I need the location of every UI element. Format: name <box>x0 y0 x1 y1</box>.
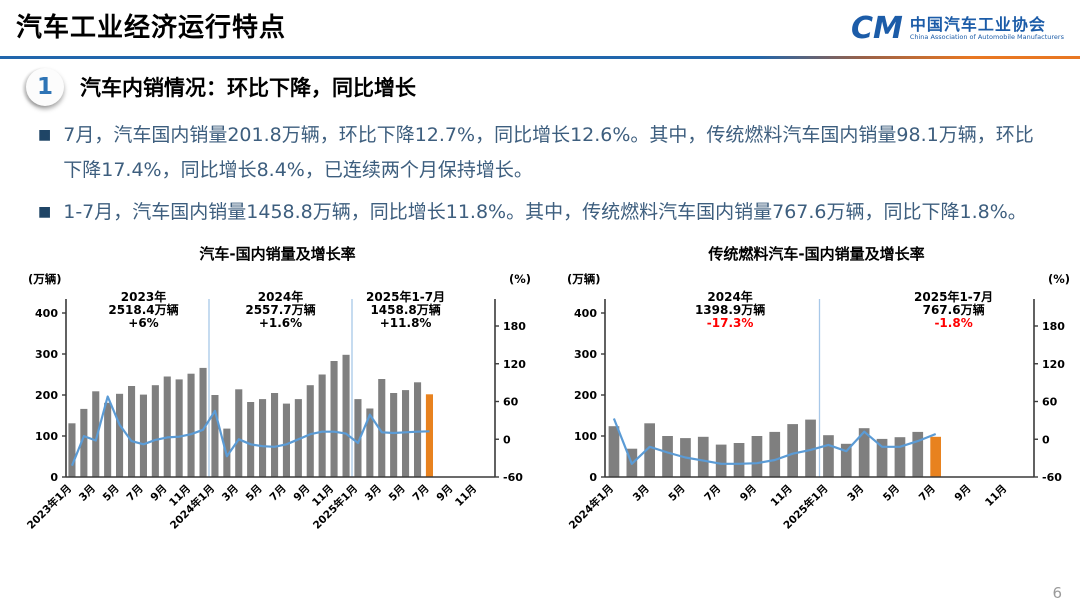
svg-text:7月: 7月 <box>702 483 723 504</box>
caam-org-name-en: China Association of Automobile Manufact… <box>909 33 1064 42</box>
svg-text:300: 300 <box>574 348 597 361</box>
svg-text:+11.8%: +11.8% <box>380 316 432 330</box>
svg-text:5月: 5月 <box>666 483 687 504</box>
svg-text:3月: 3月 <box>77 483 98 504</box>
svg-text:2024年: 2024年 <box>258 289 303 304</box>
charts-row: 汽车-国内销量及增长率 0 100 200 300 400 -60 0 60 120 180 (万辆… <box>0 237 1080 555</box>
svg-text:5月: 5月 <box>244 483 265 504</box>
svg-text:5月: 5月 <box>881 483 902 504</box>
svg-text:3月: 3月 <box>631 483 652 504</box>
svg-text:200: 200 <box>574 389 597 402</box>
fuel-domestic-sales-chart: 0 100 200 300 400 -60 0 60 120 180 (万辆) (%) 2024年139… <box>566 272 1070 532</box>
chart-title-right: 传统燃料汽车-国内销量及增长率 <box>708 245 925 264</box>
caam-org-name-cn: 中国汽车工业协会 <box>909 15 1046 35</box>
svg-text:(万辆): (万辆) <box>28 272 62 286</box>
svg-text:0: 0 <box>1042 434 1050 447</box>
svg-text:100: 100 <box>574 430 597 443</box>
header-divider <box>0 56 1080 59</box>
svg-text:2025年1-7月: 2025年1-7月 <box>914 289 993 304</box>
svg-text:2025年1-7月: 2025年1-7月 <box>366 289 445 304</box>
section-number-badge: 1 <box>26 68 64 106</box>
svg-text:9月: 9月 <box>738 483 759 504</box>
chart-auto-domestic-sales: 汽车-国内销量及增长率 0 100 200 300 400 -60 0 60 120 180 (万辆… <box>20 243 535 555</box>
svg-text:0: 0 <box>50 471 58 484</box>
svg-text:9月: 9月 <box>952 483 973 504</box>
svg-text:-1.8%: -1.8% <box>934 316 972 330</box>
svg-text:11月: 11月 <box>769 483 795 509</box>
svg-text:0: 0 <box>589 471 597 484</box>
page-number: 6 <box>1052 584 1062 602</box>
svg-text:11月: 11月 <box>983 483 1009 509</box>
svg-text:7月: 7月 <box>411 483 432 504</box>
svg-text:2024年: 2024年 <box>707 289 752 304</box>
svg-text:3月: 3月 <box>220 483 241 504</box>
svg-text:+6%: +6% <box>128 316 158 330</box>
section-heading-row: 1 汽车内销情况：环比下降，同比增长 <box>0 59 1080 106</box>
svg-text:-17.3%: -17.3% <box>707 316 754 330</box>
chart-fuel-domestic-sales: 传统燃料汽车-国内销量及增长率 0 100 200 300 400 -60 0 60 120 18… <box>559 243 1074 555</box>
svg-text:120: 120 <box>1042 358 1065 371</box>
svg-text:5月: 5月 <box>101 483 122 504</box>
svg-text:400: 400 <box>574 307 597 320</box>
svg-text:3月: 3月 <box>363 483 384 504</box>
svg-text:(%): (%) <box>1048 272 1070 286</box>
svg-text:1458.8万辆: 1458.8万辆 <box>370 302 440 317</box>
svg-text:60: 60 <box>503 396 519 409</box>
svg-text:-60: -60 <box>1042 471 1062 484</box>
bullet-text-1: 7月，汽车国内销量201.8万辆，环比下降12.7%，同比增长12.6%。其中，… <box>63 124 1034 182</box>
svg-text:1398.9万辆: 1398.9万辆 <box>695 302 765 317</box>
section-number: 1 <box>36 74 53 100</box>
svg-text:100: 100 <box>35 430 58 443</box>
bullet-item-1: ■ 7月，汽车国内销量201.8万辆，环比下降12.7%，同比增长12.6%。其… <box>38 118 1052 188</box>
svg-text:60: 60 <box>1042 396 1058 409</box>
bullet-square-icon: ■ <box>38 204 52 221</box>
svg-text:0: 0 <box>503 434 511 447</box>
svg-text:2024年1月: 2024年1月 <box>566 482 616 532</box>
svg-text:11月: 11月 <box>453 483 479 509</box>
slide-header: 汽车工业经济运行特点 CM 中国汽车工业协会 China Association… <box>0 0 1080 56</box>
svg-text:2023年: 2023年 <box>121 289 166 304</box>
svg-text:7月: 7月 <box>268 483 289 504</box>
svg-text:200: 200 <box>35 389 58 402</box>
auto-domestic-sales-chart: 0 100 200 300 400 -60 0 60 120 180 (万辆) (%) 2023年251… <box>24 272 531 532</box>
svg-text:2518.4万辆: 2518.4万辆 <box>108 302 178 317</box>
svg-text:5月: 5月 <box>387 483 408 504</box>
svg-text:CM: CM <box>851 11 903 43</box>
svg-text:180: 180 <box>503 320 526 333</box>
page-title: 汽车工业经济运行特点 <box>16 13 287 43</box>
svg-text:2023年1月: 2023年1月 <box>24 482 74 532</box>
svg-text:+1.6%: +1.6% <box>259 316 302 330</box>
svg-text:7月: 7月 <box>917 483 938 504</box>
section-heading: 汽车内销情况：环比下降，同比增长 <box>80 76 416 100</box>
svg-text:(%): (%) <box>509 272 531 286</box>
bullet-list: ■ 7月，汽车国内销量201.8万辆，环比下降12.7%，同比增长12.6%。其… <box>0 106 1080 230</box>
svg-text:767.6万辆: 767.6万辆 <box>923 302 985 317</box>
svg-text:3月: 3月 <box>845 483 866 504</box>
svg-text:120: 120 <box>503 358 526 371</box>
svg-text:300: 300 <box>35 348 58 361</box>
bullet-square-icon: ■ <box>38 127 52 143</box>
svg-text:180: 180 <box>1042 320 1065 333</box>
svg-text:2557.7万辆: 2557.7万辆 <box>245 302 315 317</box>
bullet-item-2: ■ 1-7月，汽车国内销量1458.8万辆，同比增长11.8%。其中，传统燃料汽… <box>38 195 1052 230</box>
chart-title-left: 汽车-国内销量及增长率 <box>199 245 356 264</box>
caam-logo-icon: CM <box>851 11 903 47</box>
svg-text:7月: 7月 <box>125 483 146 504</box>
caam-logo: CM 中国汽车工业协会 China Association of Automob… <box>851 11 1064 47</box>
svg-text:(万辆): (万辆) <box>567 272 601 286</box>
bullet-text-2: 1-7月，汽车国内销量1458.8万辆，同比增长11.8%。其中，传统燃料汽车国… <box>63 201 1027 224</box>
svg-text:400: 400 <box>35 307 58 320</box>
svg-text:-60: -60 <box>503 471 523 484</box>
